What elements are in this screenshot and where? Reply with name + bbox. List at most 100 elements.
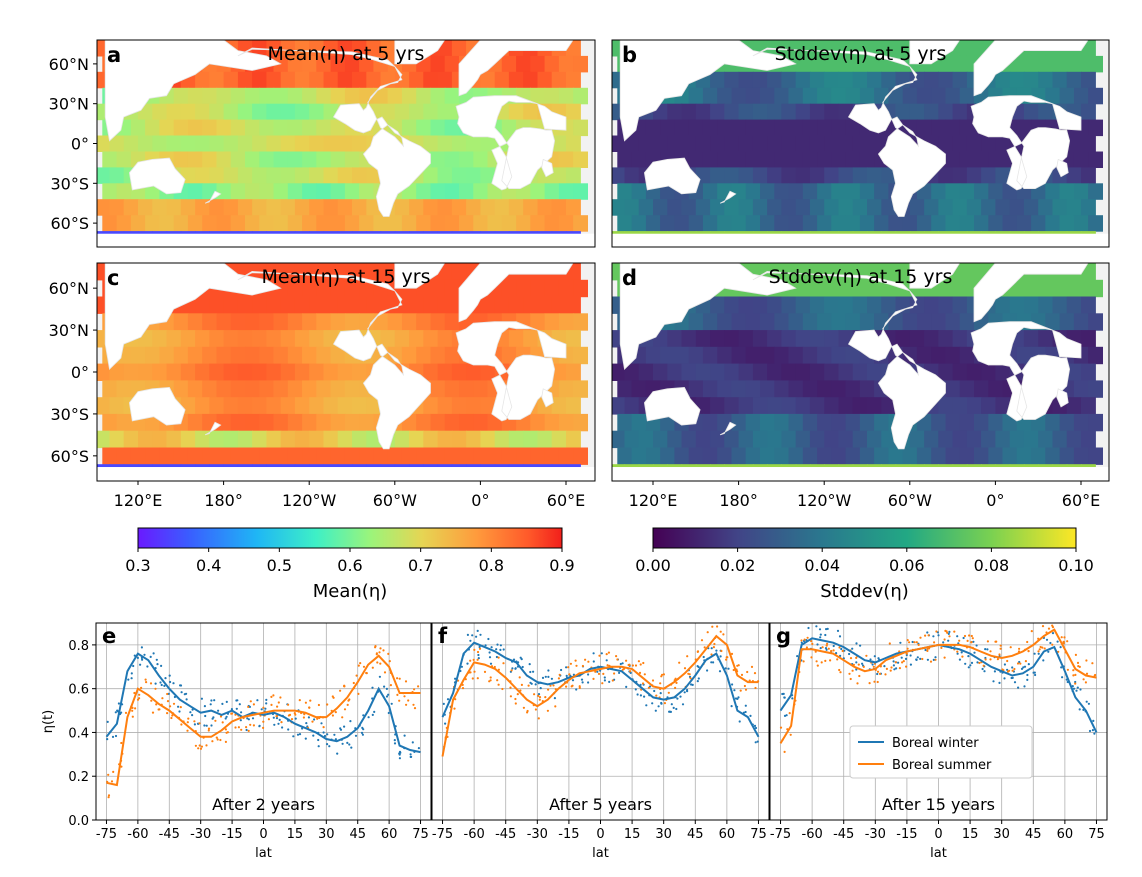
- ocean-cell: [302, 55, 317, 73]
- scatter-point: [957, 642, 960, 645]
- x-axis-label: lat: [930, 846, 947, 861]
- scatter-point: [296, 733, 300, 736]
- scatter-point: [191, 714, 194, 717]
- scatter-point: [111, 735, 115, 739]
- ocean-cell: [724, 430, 740, 449]
- ocean-cell: [558, 380, 574, 398]
- ocean-cell: [323, 363, 339, 381]
- scatter-point: [466, 633, 469, 637]
- scatter-point: [317, 738, 320, 742]
- ocean-cell: [401, 119, 417, 137]
- scatter-point: [136, 656, 139, 660]
- ocean-cell: [302, 413, 317, 432]
- scatter-point: [1072, 687, 1076, 690]
- scatter-point: [744, 710, 747, 714]
- ocean-cell: [931, 119, 947, 137]
- ocean-cell: [494, 430, 510, 449]
- scatter-point: [205, 724, 208, 727]
- ocean-cell: [916, 87, 932, 105]
- scatter-point: [495, 655, 498, 659]
- x-tick-label: 45: [687, 827, 704, 842]
- scatter-point: [396, 693, 399, 697]
- x-axis-label: lat: [255, 846, 272, 861]
- ocean-cell: [760, 313, 775, 331]
- ocean-cell: [266, 296, 282, 314]
- ocean-cell: [352, 430, 367, 449]
- ocean-cell: [344, 151, 360, 168]
- ocean-cell: [838, 199, 854, 216]
- scatter-point: [166, 712, 169, 715]
- ocean-cell: [959, 413, 975, 432]
- ocean-cell: [817, 279, 832, 298]
- scatter-point: [139, 663, 142, 666]
- scatter-point: [278, 718, 281, 722]
- ocean-cell: [330, 380, 346, 398]
- ocean-cell: [216, 313, 232, 331]
- ocean-cell: [480, 167, 496, 184]
- scatter-point: [262, 706, 265, 709]
- ocean-cell: [501, 346, 517, 365]
- colorbar-gradient: [652, 527, 1077, 549]
- ocean-cell: [1073, 413, 1089, 432]
- ocean-cell: [216, 215, 232, 232]
- scatter-point: [320, 722, 323, 725]
- scatter-point: [552, 684, 555, 687]
- scatter-point: [541, 676, 545, 680]
- land-mass: [237, 47, 431, 217]
- map-title: Mean(η) at 15 yrs: [262, 266, 431, 288]
- scatter-point: [629, 670, 632, 673]
- ocean-cell: [316, 183, 332, 200]
- scatter-point: [160, 664, 163, 668]
- ocean-cell: [473, 215, 489, 232]
- lat-tick-label: 30°S: [50, 405, 89, 424]
- scatter-point: [475, 635, 478, 638]
- scatter-point: [861, 662, 864, 665]
- x-tick-label: -45: [159, 827, 180, 842]
- scatter-point: [537, 693, 541, 696]
- scatter-point: [926, 649, 929, 653]
- ocean-cell: [266, 40, 282, 57]
- ocean-cell: [266, 167, 282, 184]
- scatter-point: [231, 712, 234, 715]
- scatter-point: [378, 651, 381, 654]
- ocean-cell: [824, 296, 840, 314]
- scatter-point: [894, 661, 897, 664]
- scatter-point: [256, 699, 259, 702]
- scatter-point: [982, 664, 985, 667]
- ocean-cell: [337, 199, 353, 216]
- ocean-cell: [173, 380, 189, 398]
- ocean-cell: [1066, 397, 1082, 415]
- scatter-point: [958, 639, 961, 642]
- ocean-cell: [180, 330, 196, 348]
- ocean-cell: [380, 296, 396, 314]
- ocean-cell: [501, 215, 517, 232]
- ocean-cell: [302, 119, 317, 137]
- scatter-point: [304, 737, 307, 740]
- scatter-point: [905, 652, 908, 655]
- scatter-point: [738, 720, 741, 723]
- scatter-point: [219, 738, 222, 742]
- scatter-point: [1026, 678, 1029, 682]
- ocean-cell: [444, 119, 460, 137]
- ocean-cell: [252, 71, 267, 89]
- scatter-point: [838, 646, 841, 649]
- scatter-point: [1038, 648, 1041, 651]
- ocean-cell: [895, 40, 911, 57]
- ocean-cell: [259, 151, 275, 168]
- scatter-point: [876, 680, 879, 684]
- ocean-cell: [931, 87, 947, 105]
- ocean-cell: [480, 199, 496, 216]
- ocean-cell: [423, 103, 439, 121]
- scatter-point: [1003, 663, 1007, 666]
- ocean-cell: [223, 430, 239, 449]
- ocean-cell: [624, 167, 640, 184]
- scatter-point: [1074, 673, 1077, 677]
- ocean-cell: [245, 346, 260, 365]
- ocean-cell: [530, 279, 546, 298]
- scatter-point: [290, 718, 294, 721]
- scatter-point: [387, 711, 390, 715]
- ocean-cell: [423, 363, 439, 381]
- ocean-cell: [1045, 215, 1061, 232]
- ocean-cell: [795, 40, 811, 57]
- ocean-cell: [1081, 430, 1096, 449]
